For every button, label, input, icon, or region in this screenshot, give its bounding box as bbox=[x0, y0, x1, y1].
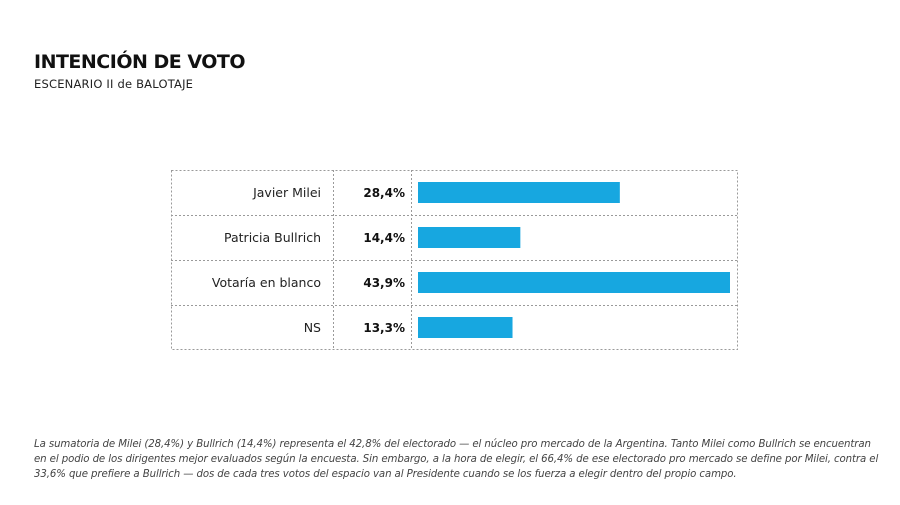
bar bbox=[418, 227, 521, 248]
bar-chart-svg: Javier Milei 28,4% Patricia Bullrich 14,4% V… bbox=[171, 170, 738, 350]
value-label: 13,3% bbox=[363, 321, 405, 335]
value-label: 14,4% bbox=[363, 231, 405, 245]
bar-chart: Javier Milei 28,4% Patricia Bullrich 14,4% V… bbox=[171, 170, 738, 350]
category-label: Patricia Bullrich bbox=[224, 230, 321, 245]
value-label: 43,9% bbox=[363, 276, 405, 290]
chart-title: INTENCIÓN DE VOTO bbox=[34, 51, 246, 73]
bar bbox=[418, 182, 620, 203]
bar bbox=[418, 272, 730, 293]
category-label: NS bbox=[304, 320, 321, 335]
footnote-text: La sumatoria de Milei (28,4%) y Bullrich… bbox=[34, 439, 879, 480]
bar bbox=[418, 317, 513, 338]
category-label: Votaría en blanco bbox=[212, 275, 321, 290]
chart-subtitle: ESCENARIO II de BALOTAJE bbox=[34, 77, 194, 91]
value-label: 28,4% bbox=[363, 186, 405, 200]
category-label: Javier Milei bbox=[252, 185, 321, 200]
